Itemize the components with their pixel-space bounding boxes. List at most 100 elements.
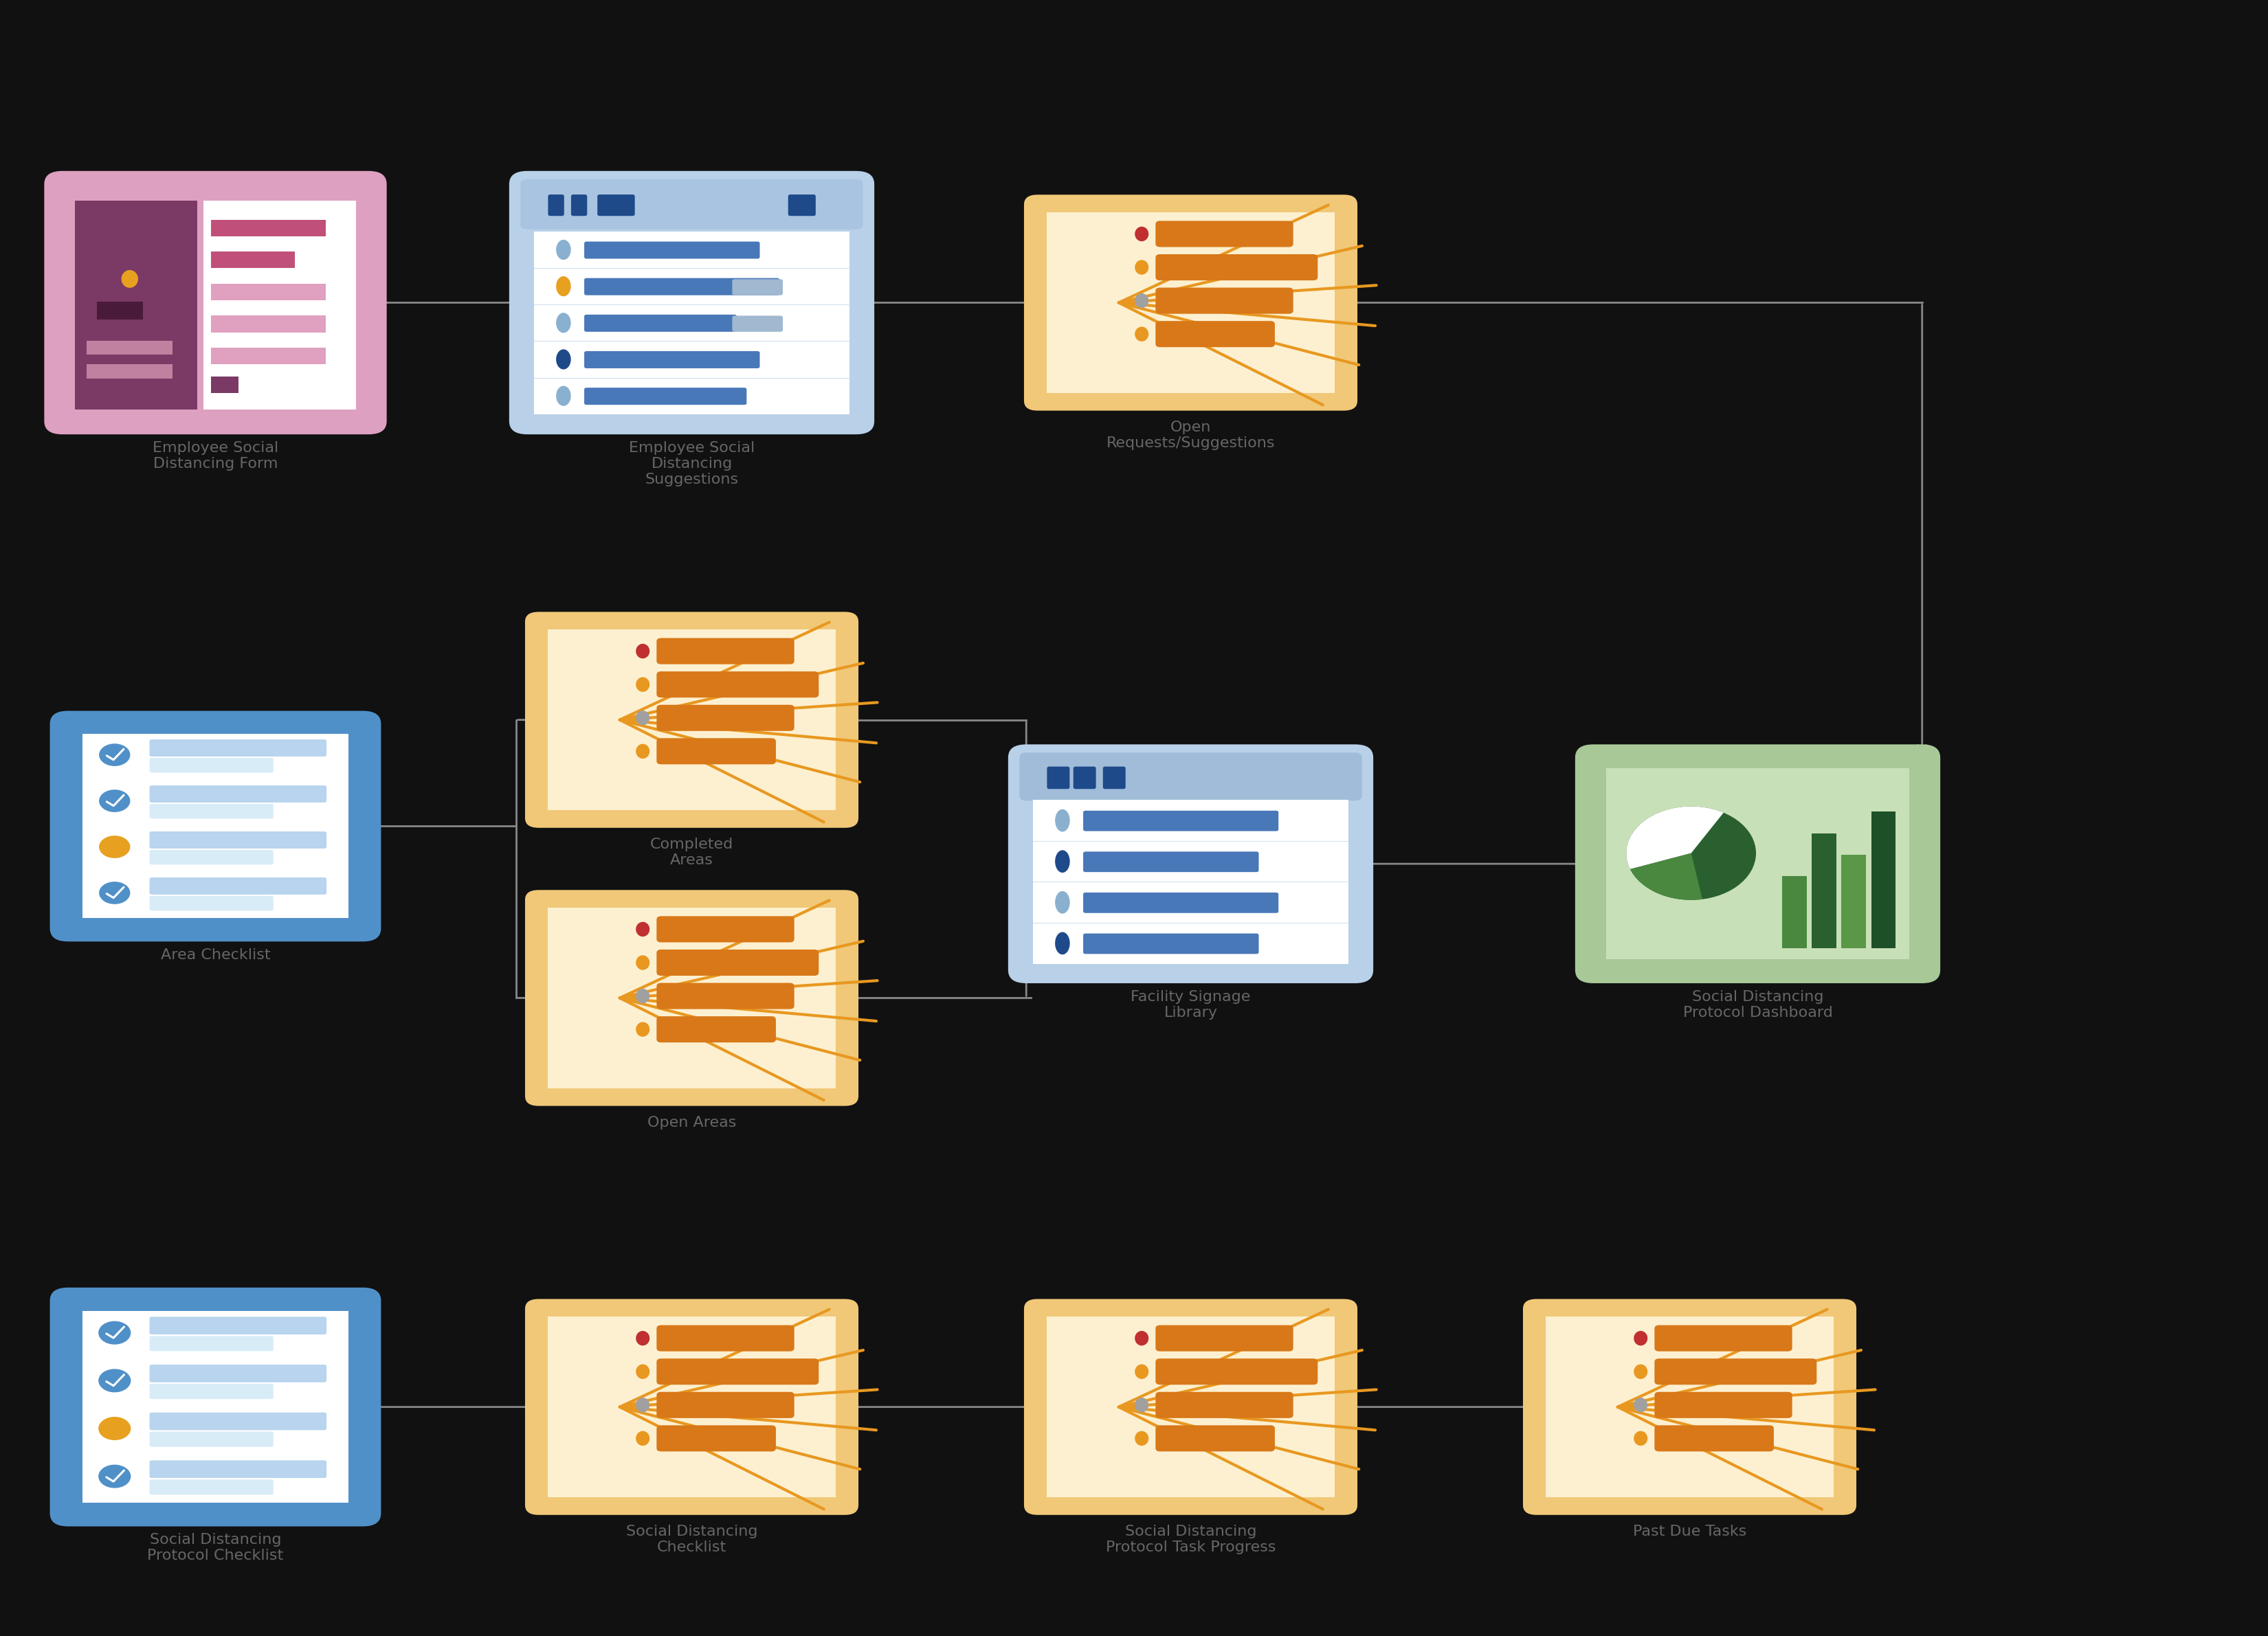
Text: Employee Social
Distancing
Suggestions: Employee Social Distancing Suggestions <box>628 442 755 486</box>
FancyBboxPatch shape <box>150 739 327 756</box>
FancyBboxPatch shape <box>150 757 274 772</box>
FancyBboxPatch shape <box>549 195 565 216</box>
Ellipse shape <box>635 677 649 692</box>
FancyBboxPatch shape <box>1007 744 1372 983</box>
Ellipse shape <box>1633 1397 1647 1412</box>
Text: Facility Signage
Library: Facility Signage Library <box>1132 990 1250 1019</box>
FancyBboxPatch shape <box>1073 767 1095 789</box>
FancyBboxPatch shape <box>1048 213 1334 393</box>
FancyBboxPatch shape <box>150 831 327 849</box>
FancyBboxPatch shape <box>211 252 295 268</box>
FancyBboxPatch shape <box>150 1337 274 1351</box>
FancyBboxPatch shape <box>1084 852 1259 872</box>
FancyBboxPatch shape <box>658 916 794 942</box>
FancyBboxPatch shape <box>533 232 850 414</box>
FancyBboxPatch shape <box>585 352 760 368</box>
Text: Social Distancing
Protocol Dashboard: Social Distancing Protocol Dashboard <box>1683 990 1833 1019</box>
FancyBboxPatch shape <box>1574 744 1939 983</box>
FancyBboxPatch shape <box>585 314 737 332</box>
Ellipse shape <box>120 270 138 288</box>
FancyBboxPatch shape <box>658 705 794 731</box>
Ellipse shape <box>635 643 649 659</box>
Text: Open
Requests/Suggestions: Open Requests/Suggestions <box>1107 420 1275 450</box>
FancyBboxPatch shape <box>1653 1425 1774 1451</box>
Text: Open Areas: Open Areas <box>646 1116 737 1129</box>
FancyBboxPatch shape <box>1021 753 1361 800</box>
FancyBboxPatch shape <box>1025 195 1356 411</box>
Ellipse shape <box>1134 1332 1148 1345</box>
Ellipse shape <box>556 386 572 406</box>
FancyBboxPatch shape <box>658 1425 776 1451</box>
FancyBboxPatch shape <box>524 612 857 828</box>
Circle shape <box>100 882 129 905</box>
FancyBboxPatch shape <box>658 638 794 664</box>
FancyBboxPatch shape <box>1842 854 1867 947</box>
FancyBboxPatch shape <box>98 301 143 319</box>
FancyBboxPatch shape <box>1084 934 1259 954</box>
FancyBboxPatch shape <box>596 195 635 216</box>
FancyBboxPatch shape <box>45 172 388 435</box>
FancyBboxPatch shape <box>204 201 356 409</box>
Ellipse shape <box>1134 327 1148 342</box>
FancyBboxPatch shape <box>1102 767 1125 789</box>
FancyBboxPatch shape <box>86 365 172 378</box>
FancyBboxPatch shape <box>1783 877 1808 947</box>
FancyBboxPatch shape <box>1157 1392 1293 1418</box>
FancyBboxPatch shape <box>1032 800 1349 964</box>
FancyBboxPatch shape <box>658 983 794 1009</box>
Wedge shape <box>1631 854 1703 900</box>
Ellipse shape <box>1134 1397 1148 1412</box>
FancyBboxPatch shape <box>549 1317 835 1497</box>
Ellipse shape <box>635 1432 649 1446</box>
Circle shape <box>100 790 129 811</box>
FancyBboxPatch shape <box>1812 833 1837 947</box>
FancyBboxPatch shape <box>658 949 819 975</box>
Text: Social Distancing
Protocol Task Progress: Social Distancing Protocol Task Progress <box>1107 1525 1275 1554</box>
FancyBboxPatch shape <box>82 735 349 918</box>
FancyBboxPatch shape <box>733 280 782 294</box>
FancyBboxPatch shape <box>75 201 197 409</box>
FancyBboxPatch shape <box>1157 288 1293 314</box>
FancyBboxPatch shape <box>1871 811 1896 947</box>
FancyBboxPatch shape <box>1653 1325 1792 1351</box>
FancyBboxPatch shape <box>1524 1299 1855 1515</box>
Ellipse shape <box>1134 227 1148 242</box>
FancyBboxPatch shape <box>1048 767 1070 789</box>
FancyBboxPatch shape <box>572 195 587 216</box>
FancyBboxPatch shape <box>585 242 760 258</box>
FancyBboxPatch shape <box>150 1432 274 1446</box>
FancyBboxPatch shape <box>789 195 816 216</box>
Ellipse shape <box>1134 260 1148 275</box>
Circle shape <box>98 1369 132 1392</box>
FancyBboxPatch shape <box>549 630 835 810</box>
Wedge shape <box>1626 807 1724 869</box>
Ellipse shape <box>1055 933 1070 954</box>
FancyBboxPatch shape <box>508 172 873 435</box>
Ellipse shape <box>1055 810 1070 831</box>
Circle shape <box>100 744 129 766</box>
Text: Social Distancing
Protocol Checklist: Social Distancing Protocol Checklist <box>147 1533 284 1562</box>
FancyBboxPatch shape <box>585 278 780 294</box>
Text: Social Distancing
Checklist: Social Distancing Checklist <box>626 1525 758 1554</box>
FancyBboxPatch shape <box>549 908 835 1088</box>
FancyBboxPatch shape <box>1084 893 1279 913</box>
FancyBboxPatch shape <box>150 849 274 864</box>
Ellipse shape <box>1633 1364 1647 1379</box>
FancyBboxPatch shape <box>1157 1425 1275 1451</box>
Ellipse shape <box>635 955 649 970</box>
Ellipse shape <box>635 1022 649 1037</box>
Ellipse shape <box>635 1332 649 1345</box>
Ellipse shape <box>1633 1432 1647 1446</box>
FancyBboxPatch shape <box>50 710 381 942</box>
FancyBboxPatch shape <box>519 180 862 229</box>
FancyBboxPatch shape <box>1653 1392 1792 1418</box>
FancyBboxPatch shape <box>658 1392 794 1418</box>
FancyBboxPatch shape <box>1157 321 1275 347</box>
FancyBboxPatch shape <box>150 1364 327 1382</box>
FancyBboxPatch shape <box>658 1358 819 1384</box>
FancyBboxPatch shape <box>150 897 274 911</box>
FancyBboxPatch shape <box>150 1461 327 1477</box>
FancyBboxPatch shape <box>1653 1358 1817 1384</box>
FancyBboxPatch shape <box>733 316 782 332</box>
FancyBboxPatch shape <box>658 1325 794 1351</box>
